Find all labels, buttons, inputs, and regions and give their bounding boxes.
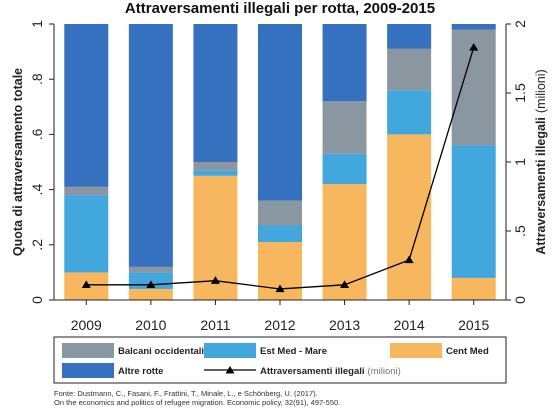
x-tick-label: 2009 [71, 317, 102, 333]
axis-ticks-layer: 0 .2 .4 .6 .8 1 0 .5 1 1.5 2 2009 2010 2011 2012 2013 20… [29, 20, 528, 333]
legend-label-altre: Altre rotte [118, 366, 163, 377]
x-tick-label: 2013 [329, 317, 360, 333]
bars-layer [64, 24, 496, 300]
line-point-2010 [146, 280, 156, 288]
y-right-tick-label: 1 [512, 158, 528, 166]
legend-swatch-balcani [62, 343, 114, 358]
y-axis-right-title-unit: (milioni) [534, 69, 548, 113]
y-left-tick-label: 0 [29, 296, 45, 304]
legend-swatch-centmed [390, 343, 442, 358]
legend-swatch-estmed [204, 343, 256, 358]
legend: Balcani occidentali Est Med - Mare Cent … [53, 336, 507, 384]
legend-label-line: Attraversamenti illegali (milioni) [260, 366, 401, 377]
y-right-tick-label: 1.5 [512, 83, 528, 103]
bar-balcani-occidentali-2014 [387, 48, 432, 91]
bar-altre-rotte-2009 [64, 24, 109, 187]
x-tick-label: 2011 [200, 317, 230, 333]
bar-altre-rotte-2010 [128, 24, 173, 267]
bar-altre-rotte-2015 [451, 24, 496, 30]
bar-balcani-occidentali-2010 [128, 266, 173, 273]
bar-balcani-occidentali-2012 [258, 200, 302, 226]
line-point-2013 [340, 280, 350, 288]
bar-altre-rotte-2012 [258, 24, 302, 201]
y-axis-right-title: Attraversamenti illegali (milioni) [534, 69, 548, 254]
legend-swatch-triangle-icon [225, 366, 235, 374]
line-layer [81, 42, 479, 293]
x-tick-label: 2012 [264, 317, 295, 333]
legend-label-centmed: Cent Med [446, 346, 489, 357]
y-right-tick-label: 2 [512, 20, 528, 28]
legend-swatch-altre [62, 363, 114, 378]
y-left-tick-label: .2 [29, 239, 45, 251]
legend-label-line-unit: (milioni) [368, 366, 401, 377]
y-left-tick-label: .4 [29, 184, 45, 196]
y-axis-right-title-main: Attraversamenti illegali [534, 117, 548, 255]
line-point-2009 [81, 280, 91, 288]
line-point-2012 [275, 284, 285, 293]
source-line-1: Fonte: Dustmann, C., Fasani, F., Frattin… [54, 389, 318, 398]
line-point-2014 [404, 255, 414, 264]
y-right-tick-label: .5 [512, 225, 528, 237]
bar-balcani-occidentali-2009 [64, 186, 109, 196]
chart-title: Attraversamenti illegali per rotta, 2009… [125, 0, 435, 17]
bar-est-med-mare-2015 [451, 145, 496, 278]
x-tick-label: 2015 [458, 317, 489, 333]
bar-est-med-mare-2012 [258, 225, 302, 243]
bar-balcani-occidentali-2011 [193, 162, 238, 171]
bar-altre-rotte-2011 [193, 24, 238, 162]
bar-cent-med-2014 [387, 134, 432, 300]
bar-balcani-occidentali-2013 [322, 101, 367, 154]
bar-est-med-mare-2013 [322, 153, 367, 185]
bar-altre-rotte-2013 [322, 24, 367, 102]
bar-est-med-mare-2011 [193, 170, 238, 176]
bar-cent-med-2010 [128, 288, 173, 300]
legend-label-estmed: Est Med - Mare [260, 346, 327, 357]
y-left-tick-label: .8 [29, 73, 45, 85]
bar-est-med-mare-2014 [387, 90, 432, 135]
legend-label-line-main: Attraversamenti illegali [260, 366, 365, 377]
y-left-tick-label: 1 [29, 20, 45, 28]
bar-cent-med-2015 [451, 277, 496, 300]
x-tick-label: 2010 [135, 317, 166, 333]
y-left-tick-label: .6 [29, 128, 45, 140]
source-line-2: On the economics and politics of refugee… [54, 398, 340, 407]
bar-est-med-mare-2009 [64, 195, 109, 273]
line-point-2015 [469, 42, 479, 51]
legend-label-balcani: Balcani occidentali [118, 346, 204, 357]
bar-altre-rotte-2014 [387, 24, 432, 49]
line-point-2011 [210, 276, 220, 284]
y-axis-left-title: Quota di attraversamento totale [11, 68, 25, 256]
y-right-tick-label: 0 [512, 296, 528, 304]
x-tick-label: 2014 [394, 317, 425, 333]
